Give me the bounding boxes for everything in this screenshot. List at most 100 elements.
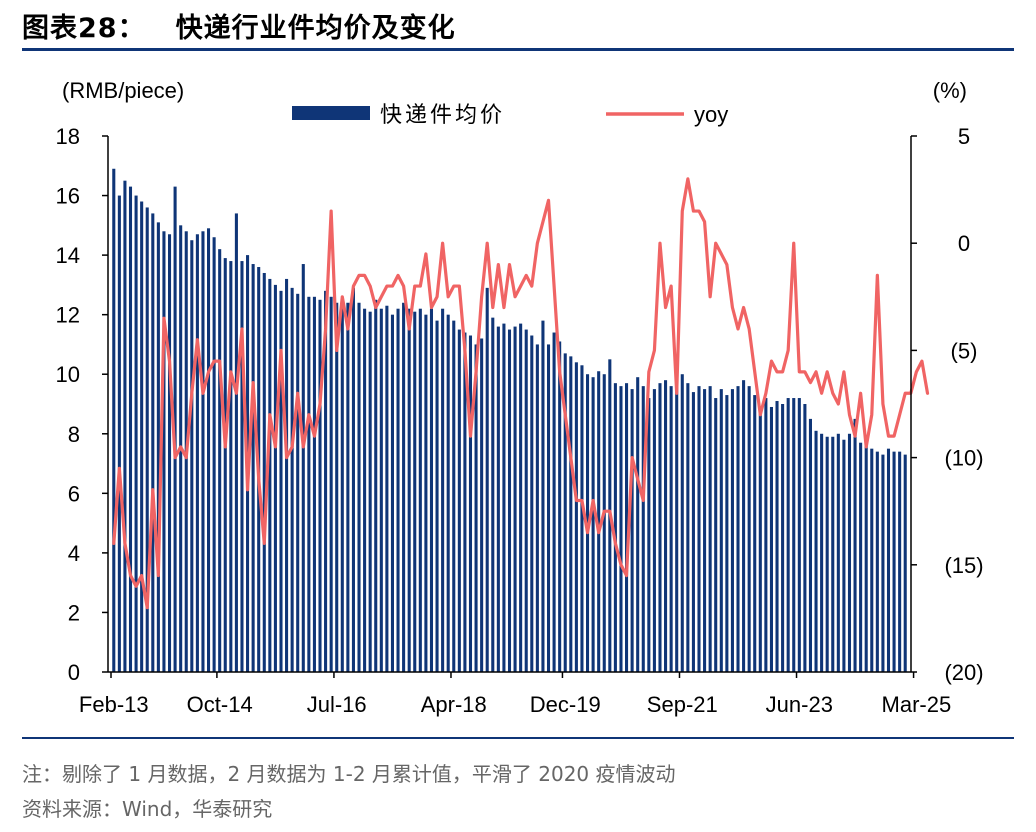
bar <box>903 454 907 672</box>
yoy-point <box>609 510 611 512</box>
bar <box>691 392 695 672</box>
bar <box>123 180 127 673</box>
yoy-point <box>191 392 193 395</box>
yoy-point <box>770 360 773 362</box>
yoy-point <box>146 606 149 609</box>
bar <box>340 299 344 672</box>
yoy-point <box>285 456 288 459</box>
bar <box>240 261 244 672</box>
yoy-point <box>742 306 745 309</box>
figure-title-text: 快递行业件均价及变化 <box>175 13 456 44</box>
bar <box>675 377 679 672</box>
yoy-point <box>291 446 293 448</box>
yoy-point <box>675 392 678 395</box>
left-tick-label: 2 <box>68 600 80 625</box>
bar <box>686 383 690 672</box>
yoy-point <box>787 349 789 352</box>
bar <box>229 261 233 672</box>
yoy-point <box>843 371 845 373</box>
yoy-point <box>152 488 154 491</box>
yoy-point <box>469 435 472 437</box>
yoy-point <box>263 542 266 545</box>
bar <box>324 290 328 672</box>
yoy-point <box>720 253 723 255</box>
legend-bar-label: 快递件均价 <box>380 103 505 128</box>
bar <box>140 201 144 672</box>
bar <box>781 404 785 672</box>
yoy-point <box>324 328 327 330</box>
bar <box>413 311 417 672</box>
yoy-point <box>207 371 210 373</box>
bar <box>641 386 645 672</box>
x-axis-ticks: Feb-13 Oct-14 Jul-16 Apr-18 Dec-19 Sep-21 Jun-… <box>79 672 951 717</box>
yoy-point <box>118 467 121 470</box>
bar <box>714 398 718 672</box>
x-tick-label: Oct-14 <box>187 692 253 717</box>
yoy-point <box>135 585 137 588</box>
bar <box>346 302 350 672</box>
bar <box>290 287 294 672</box>
right-tick-label: (5) <box>951 338 978 363</box>
yoy-point <box>157 574 160 577</box>
bar <box>335 302 339 672</box>
bar <box>535 344 539 672</box>
yoy-point <box>352 285 355 287</box>
bar <box>647 398 651 672</box>
yoy-point <box>926 392 929 395</box>
yoy-point <box>235 392 238 395</box>
bar <box>552 332 556 672</box>
bar <box>764 398 768 672</box>
yoy-point <box>664 306 667 309</box>
yoy-point <box>358 274 360 277</box>
bar <box>808 418 812 672</box>
bar <box>223 258 227 672</box>
yoy-point <box>792 242 795 244</box>
yoy-point <box>475 371 477 373</box>
right-tick-label: 0 <box>958 231 970 256</box>
yoy-point <box>408 328 410 330</box>
yoy-point <box>620 564 622 566</box>
bar <box>502 323 506 672</box>
bar <box>630 389 634 672</box>
yoy-point <box>681 210 684 212</box>
bar <box>792 398 796 672</box>
left-axis-ticks: 0 2 4 6 8 10 12 14 16 18 <box>56 124 108 685</box>
bar <box>474 344 478 672</box>
yoy-point <box>308 413 310 416</box>
yoy-point <box>452 285 455 287</box>
bar <box>385 305 389 672</box>
bar <box>820 433 824 672</box>
bar <box>613 383 617 672</box>
bar <box>296 293 300 672</box>
yoy-point <box>302 446 305 448</box>
bar <box>597 371 601 672</box>
yoy-point <box>441 242 444 244</box>
yoy-point <box>380 296 383 298</box>
yoy-point <box>374 306 377 309</box>
bar <box>886 448 891 672</box>
bar <box>825 436 829 672</box>
bar <box>652 389 656 672</box>
bar <box>725 395 729 672</box>
bar <box>207 228 211 672</box>
line-series <box>112 177 930 610</box>
bar <box>407 308 411 672</box>
yoy-point <box>804 371 806 373</box>
axes <box>107 136 912 673</box>
yoy-point <box>413 285 416 287</box>
yoy-point <box>865 446 867 448</box>
bar <box>452 320 456 672</box>
yoy-point <box>659 242 661 244</box>
yoy-point <box>714 242 717 244</box>
title-rule <box>22 48 1014 51</box>
yoy-point <box>731 306 734 309</box>
right-tick-label: 5 <box>958 124 970 149</box>
left-tick-label: 8 <box>68 422 80 447</box>
yoy-point <box>876 274 879 277</box>
bar <box>703 389 707 672</box>
yoy-point <box>274 446 277 448</box>
yoy-point <box>112 542 115 545</box>
bar <box>418 308 422 672</box>
bar <box>747 386 751 672</box>
